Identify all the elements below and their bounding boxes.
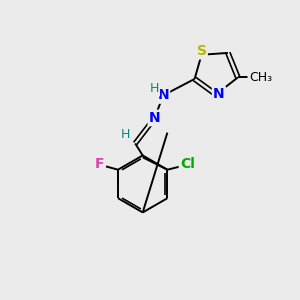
Text: CH₃: CH₃ <box>249 71 272 84</box>
Text: Cl: Cl <box>180 157 195 171</box>
Text: S: S <box>196 44 206 58</box>
Text: H: H <box>149 82 159 95</box>
Text: N: N <box>157 88 169 103</box>
Text: F: F <box>94 157 104 171</box>
Text: N: N <box>213 88 225 101</box>
Text: H: H <box>121 128 130 141</box>
Text: N: N <box>149 111 161 125</box>
